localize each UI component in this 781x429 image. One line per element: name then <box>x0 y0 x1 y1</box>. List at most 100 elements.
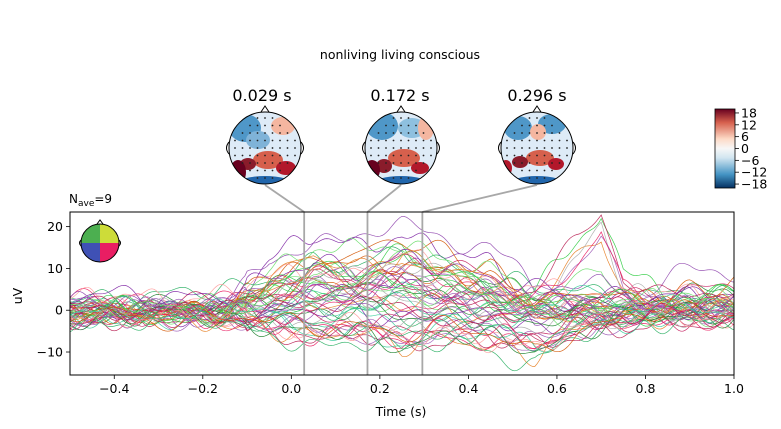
sensor-dot <box>551 154 553 157</box>
sensor-dot <box>249 154 251 157</box>
sensor-dot <box>528 139 531 142</box>
sensor-dot <box>256 117 259 119</box>
sensor-dot <box>513 139 516 142</box>
sensor-dot <box>370 147 372 149</box>
sensor-dot <box>543 132 546 134</box>
sensor-dot <box>392 147 395 149</box>
sensor-dot <box>400 147 402 149</box>
sensor-dot <box>370 154 372 157</box>
sensor-dot <box>566 147 568 149</box>
sensor-dot <box>377 132 380 134</box>
sensor-dot <box>294 147 296 149</box>
sensor-dot <box>264 132 266 134</box>
sensor-dot <box>385 124 387 127</box>
sensor-dot <box>286 154 289 157</box>
sensor-dot <box>264 177 266 179</box>
sensor-dot <box>279 154 281 157</box>
sensor-dot <box>415 169 417 172</box>
sensor-dot <box>566 139 568 142</box>
sensor-dot <box>506 147 508 149</box>
colorbar-tick-label: −18 <box>741 177 767 192</box>
sensor-dot <box>536 117 538 119</box>
sensor-dot <box>558 154 561 157</box>
sensor-dot <box>241 139 244 142</box>
sensor-dot <box>422 147 425 149</box>
sensor-dot <box>264 147 266 149</box>
sensor-dot <box>543 124 546 127</box>
colorbar-tick-label: 6 <box>741 129 749 144</box>
sensor-dot <box>407 117 410 119</box>
sensor-dot <box>294 139 296 142</box>
sensor-dot <box>256 169 259 172</box>
sensor-dot <box>392 132 395 134</box>
sensor-dot <box>264 124 266 127</box>
sensor-dot <box>422 139 425 142</box>
butterfly-plot: −0.4 −0.2 0.0 0.2 0.4 0.6 0.8 1.0 −10 0 10 20 <box>37 211 744 396</box>
sensor-dot <box>249 162 251 164</box>
sensor-dot <box>422 132 425 134</box>
sensor-dot <box>256 132 259 134</box>
sensor-dot <box>528 154 531 157</box>
x-tick-label: 0.2 <box>370 381 390 396</box>
sensor-dot <box>551 169 553 172</box>
sensor-dot <box>558 139 561 142</box>
y-tick-label: −10 <box>37 345 63 360</box>
sensor-dot <box>271 147 274 149</box>
x-tick-label: 0.6 <box>547 381 567 396</box>
sensor-dot <box>543 154 546 157</box>
channel-trace <box>70 284 734 320</box>
sensor-dot <box>558 162 561 164</box>
channel-trace <box>70 250 734 327</box>
channel-trace <box>70 280 734 325</box>
sensor-dot <box>286 162 289 164</box>
sensor-dot <box>241 147 244 149</box>
connector-line <box>264 184 305 213</box>
sensor-dots <box>234 117 568 179</box>
y-tick-label: 20 <box>47 219 63 234</box>
sensor-dot <box>286 147 289 149</box>
sensor-dot <box>249 132 251 134</box>
connector-line <box>366 184 402 213</box>
sensor-dot <box>256 139 259 142</box>
sensor-dot <box>264 162 266 164</box>
sensor-dot <box>536 132 538 134</box>
sensor-dot <box>241 154 244 157</box>
sensor-dot <box>286 132 289 134</box>
topomap-connectors <box>264 184 538 213</box>
sensor-dot <box>558 147 561 149</box>
sensor-dot <box>279 169 281 172</box>
sensor-dot <box>271 169 274 172</box>
sensor-dot <box>521 162 523 164</box>
sensor-dot <box>279 162 281 164</box>
sensor-dot <box>543 169 546 172</box>
sensor-dot <box>415 154 417 157</box>
x-tick-label: 1.0 <box>724 381 744 396</box>
sensor-dot <box>400 117 402 119</box>
sensor-dot <box>392 154 395 157</box>
x-tick-label: 0.0 <box>281 381 301 396</box>
sensor-dot <box>422 154 425 157</box>
sensor-dot <box>400 177 402 179</box>
sensor-dot <box>407 154 410 157</box>
sensor-dot <box>528 147 531 149</box>
sensor-dot <box>385 132 387 134</box>
sensor-dot <box>271 132 274 134</box>
sensor-dot <box>521 169 523 172</box>
colorbar-tick-label: −6 <box>741 153 759 168</box>
y-tick-label: 10 <box>47 261 63 276</box>
connector-line <box>422 184 538 213</box>
sensor-dot <box>271 117 274 119</box>
sensor-dot <box>400 162 402 164</box>
sensor-dot <box>528 117 531 119</box>
sensor-dot <box>407 162 410 164</box>
sensor-dot <box>407 132 410 134</box>
sensor-dot <box>536 177 538 179</box>
channel-trace <box>70 249 734 308</box>
sensor-dot <box>385 169 387 172</box>
sensor-dot <box>279 124 281 127</box>
sensor-dot <box>430 154 432 157</box>
sensor-dot <box>294 154 296 157</box>
sensor-dot <box>264 169 266 172</box>
sensor-dot <box>528 132 531 134</box>
